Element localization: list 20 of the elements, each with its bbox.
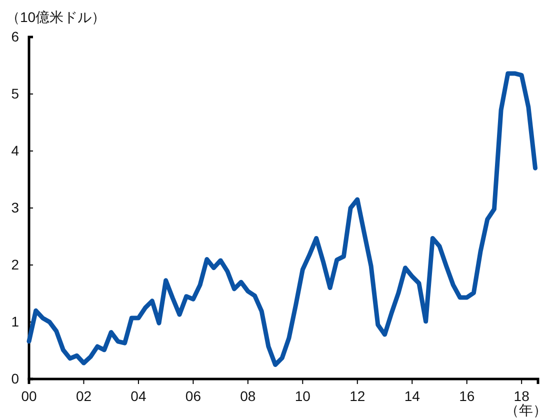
x-tick-label: 12 <box>350 388 366 404</box>
x-tick-label: 10 <box>294 388 311 404</box>
x-axis-title: （年） <box>505 402 547 418</box>
y-tick-label: 2 <box>11 256 20 272</box>
line-series <box>26 71 538 367</box>
y-tick-label: 0 <box>11 370 20 386</box>
y-tick-label: 1 <box>11 313 20 330</box>
y-tick-label: 6 <box>11 28 20 44</box>
y-tick-label: 3 <box>11 199 20 216</box>
x-tick-label: 04 <box>130 388 146 404</box>
x-tick-label: 06 <box>185 388 202 404</box>
x-tick-label: 08 <box>240 388 256 404</box>
x-tick-label: 02 <box>76 388 92 404</box>
y-tick-label: 5 <box>11 85 20 102</box>
x-tick-label: 14 <box>404 388 420 404</box>
x-tick-label: 16 <box>459 388 475 404</box>
y-axis-title: （10億米ドル） <box>6 9 106 25</box>
x-tick-label: 18 <box>514 388 530 404</box>
x-tick-label: 00 <box>21 388 37 404</box>
y-tick-label: 4 <box>11 142 20 158</box>
